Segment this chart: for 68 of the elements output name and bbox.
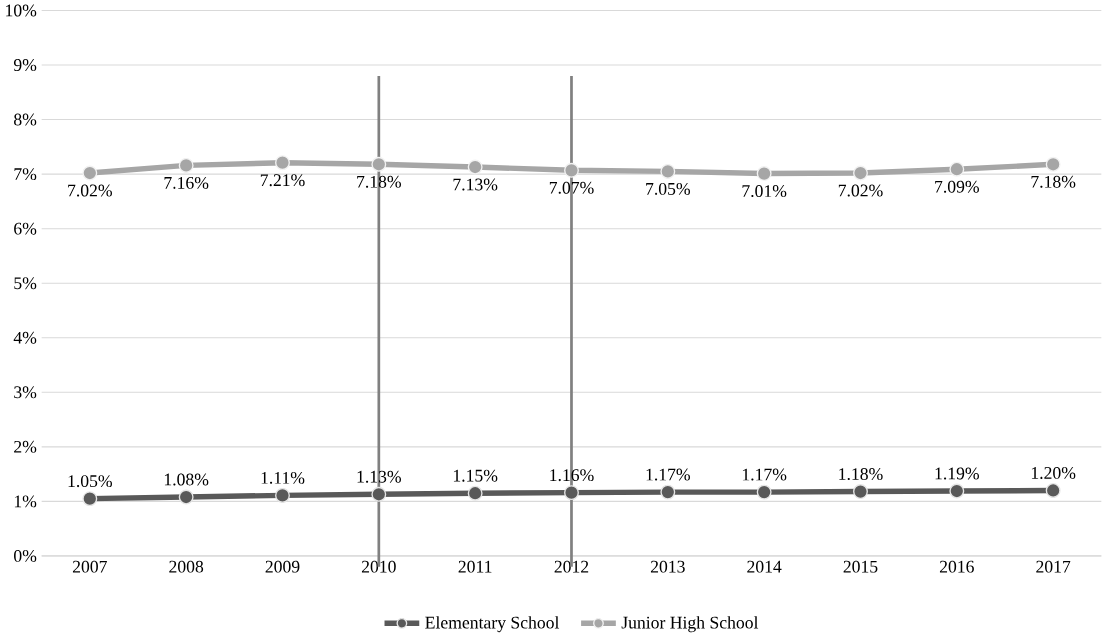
point [178,158,194,173]
point [275,155,290,171]
data-label: 1.13% [357,470,401,483]
data-label: 7.02% [838,184,883,197]
point [660,484,676,500]
point [949,483,965,499]
x-tick-label: 2011 [458,560,492,573]
point [371,156,387,172]
x-tick-label: 2016 [939,560,974,573]
data-label: 1.18% [839,468,883,481]
point [178,489,194,505]
y-tick-label: 7% [14,168,37,181]
x-tick-label: 2009 [265,560,300,573]
point [1045,483,1061,498]
x-tick-label: 2017 [1036,560,1071,573]
x-tick-label: 2012 [554,560,589,573]
data-label: 7.07% [549,181,594,194]
legend-label: Elementary School [425,616,560,633]
y-tick-label: 6% [14,222,37,235]
y-tick-label: 0% [14,550,37,562]
point [756,166,772,182]
point [756,484,772,500]
x-tick-label: 2013 [650,560,685,573]
y-tick-label: 2% [14,440,37,453]
data-label: 1.16% [550,469,594,482]
x-tick-label: 2008 [169,560,204,573]
data-label: 1.17% [646,468,690,481]
data-label: 7.16% [164,177,209,189]
data-label: 7.13% [453,178,498,191]
point [853,165,868,181]
y-tick-label: 9% [13,59,37,72]
point [564,162,579,178]
data-label: 7.18% [357,175,401,188]
point [467,485,483,501]
data-label: 7.21% [260,174,305,187]
point [371,486,387,502]
data-label: 1.19% [935,467,979,480]
point [564,485,579,501]
data-label: 7.01% [742,185,787,198]
x-tick-label: 2007 [72,560,107,573]
data-label: 7.18% [1031,175,1076,188]
legend-label: Junior High School [621,616,759,633]
y-tick-label: 5% [14,277,37,290]
data-label: 1.17% [742,468,787,481]
point [853,484,868,500]
data-label: 1.15% [453,469,498,482]
y-tick-label: 3% [14,386,37,399]
data-label: 1.11% [261,471,305,484]
y-tick-label: 4% [13,331,37,344]
y-tick-label: 1% [14,495,37,508]
data-label: 1.20% [1031,467,1076,480]
y-tick-label: 8% [14,113,37,126]
data-label: 1.05% [68,475,112,488]
data-label: 7.05% [646,183,690,195]
x-tick-label: 2015 [843,560,878,573]
data-label: 1.08% [164,473,209,486]
data-label: 7.09% [935,180,979,193]
point [82,491,98,507]
y-tick-label: 10% [6,4,37,17]
point [660,163,676,179]
point [82,165,98,181]
x-tick-label: 2010 [361,560,396,573]
x-tick-label: 2014 [747,560,782,573]
point [1045,156,1061,172]
point [275,487,290,503]
point [949,161,965,177]
point [467,159,483,175]
data-label: 7.02% [68,184,112,197]
